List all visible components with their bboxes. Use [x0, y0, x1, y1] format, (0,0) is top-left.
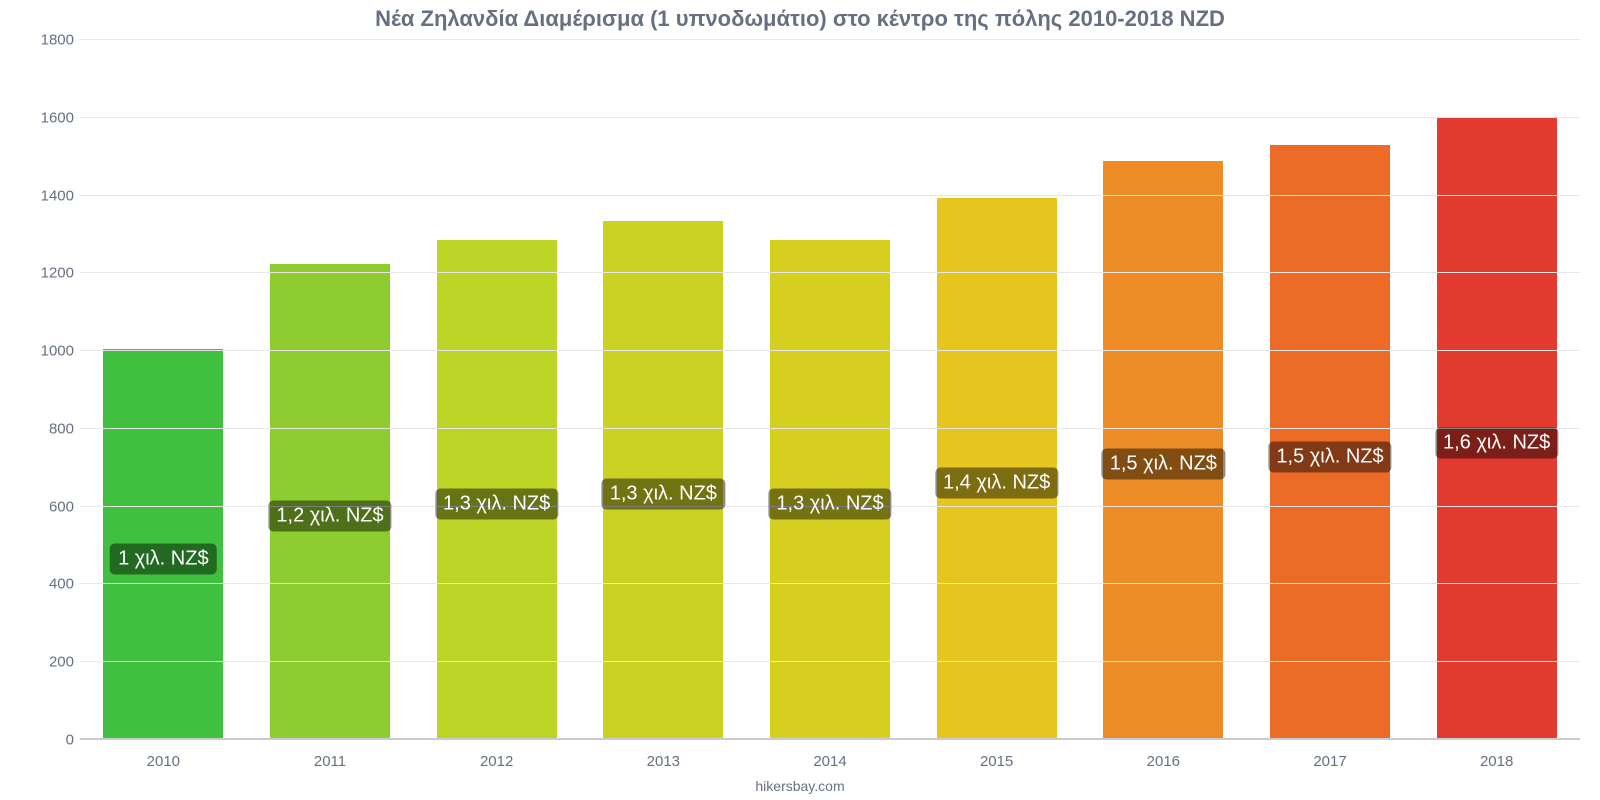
y-axis-label: 600: [30, 498, 74, 515]
y-axis-label: 200: [30, 654, 74, 671]
x-axis-label: 2010: [147, 753, 180, 770]
x-axis-label: 2013: [647, 753, 680, 770]
data-label: 1,2 χιλ. NZ$: [268, 500, 391, 531]
x-axis-label: 2014: [813, 753, 846, 770]
gridline: [80, 583, 1580, 584]
data-label: 1,5 χιλ. NZ$: [1102, 449, 1225, 480]
y-axis-label: 1200: [30, 265, 74, 282]
gridline: [80, 350, 1580, 351]
x-axis-label: 2015: [980, 753, 1013, 770]
x-axis-label: 2012: [480, 753, 513, 770]
gridline: [80, 39, 1580, 40]
x-axis-label: 2017: [1313, 753, 1346, 770]
y-axis-label: 1000: [30, 343, 74, 360]
data-label: 1,4 χιλ. NZ$: [935, 467, 1058, 498]
y-axis-label: 1600: [30, 109, 74, 126]
chart-title: Νέα Ζηλανδία Διαμέρισμα (1 υπνοδωμάτιο) …: [0, 6, 1600, 32]
x-axis-label: 2018: [1480, 753, 1513, 770]
y-axis-label: 800: [30, 420, 74, 437]
plot-area: 02004006008001000120014001600180020101 χ…: [80, 40, 1580, 740]
y-axis-label: 1800: [30, 32, 74, 49]
y-axis-label: 0: [30, 732, 74, 749]
baseline: [80, 738, 1580, 740]
gridline: [80, 661, 1580, 662]
data-label: 1,3 χιλ. NZ$: [602, 479, 725, 510]
y-axis-label: 1400: [30, 187, 74, 204]
bar-chart: Νέα Ζηλανδία Διαμέρισμα (1 υπνοδωμάτιο) …: [0, 0, 1600, 800]
gridline: [80, 195, 1580, 196]
data-label: 1,6 χιλ. NZ$: [1435, 427, 1558, 458]
x-axis-label: 2016: [1147, 753, 1180, 770]
data-label: 1,5 χιλ. NZ$: [1268, 441, 1391, 472]
bars-layer: [80, 40, 1580, 740]
y-axis-label: 400: [30, 576, 74, 593]
gridline: [80, 117, 1580, 118]
gridline: [80, 428, 1580, 429]
gridline: [80, 272, 1580, 273]
source-text: hikersbay.com: [0, 778, 1600, 794]
data-label: 1,3 χιλ. NZ$: [768, 489, 891, 520]
data-label: 1,3 χιλ. NZ$: [435, 489, 558, 520]
x-axis-label: 2011: [314, 753, 346, 770]
data-label: 1 χιλ. NZ$: [110, 543, 217, 574]
